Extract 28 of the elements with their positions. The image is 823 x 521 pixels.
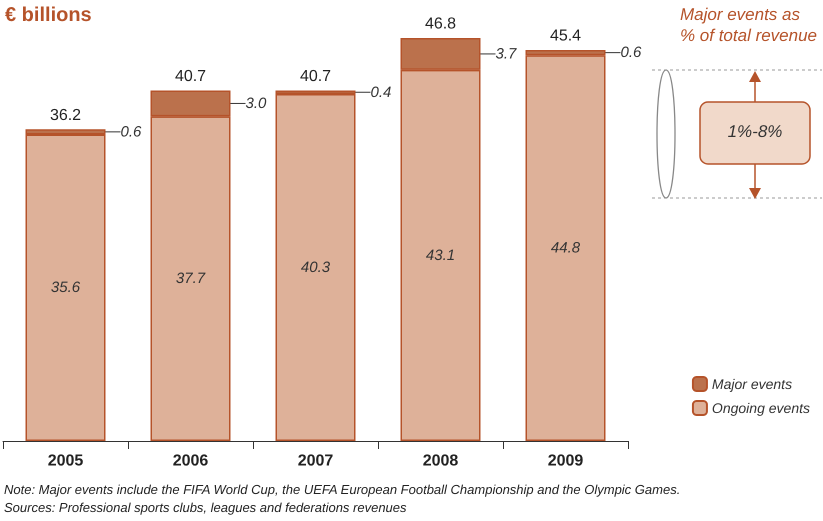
text: Note: Major events include the FIFA World Cup, the UEFA European Football Championship and the Olympic Games. [4,482,680,497]
total-label: 36.2 [50,106,82,124]
x-tick-label: 2005 [48,452,84,470]
total-label: 46.8 [424,16,456,32]
bar [276,94,356,441]
data-label: 40.3 [300,258,331,276]
data-label: 44.8 [550,240,581,257]
x-tick-label: 2009 [548,452,584,470]
x-tick-label: 2008 [422,452,458,470]
data-label: 0.4 [370,84,392,101]
total-label: 40.7 [300,68,332,86]
data-label: 3.0 [246,94,268,112]
legend-label: Ongoing events [712,400,810,416]
source-note: Sources: Professional sports clubs, leagues and federations revenues [4,500,408,515]
data-label: 43.1 [426,246,456,264]
total-label: 45.4 [550,28,582,45]
x-tick-label: 2007 [298,452,334,470]
chart-title: € billions [5,4,92,26]
total-label: 40.7 [174,68,206,86]
legend-label: Major events [712,376,792,392]
data-label: 37.7 [176,270,206,288]
data-label: 35.6 [50,279,81,296]
data-label: 0.6 [620,44,642,62]
data-label: 0.6 [120,123,142,140]
text: 1%-8% [726,122,784,142]
data-label: 3.7 [496,45,518,62]
x-tick-label: 2006 [172,452,208,470]
text: Major events as % of total revenue [680,5,817,45]
